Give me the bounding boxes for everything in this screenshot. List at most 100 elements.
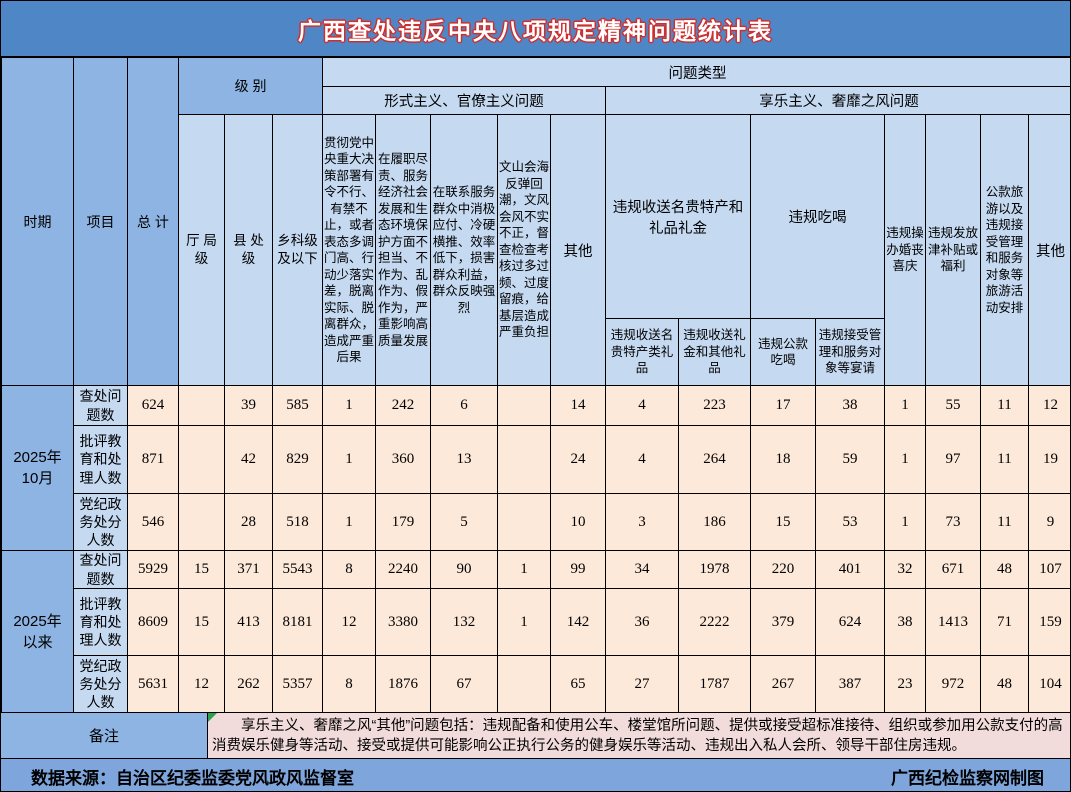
value-cell: 5	[430, 493, 499, 551]
value-cell: 27	[605, 655, 680, 713]
col-header-formalism-1: 贯彻党中央重大决策部署有令不行、有禁不止，或者表态多调门高、行动少落实差，脱离实…	[322, 114, 377, 386]
period-cell: 2025年 10月	[1, 385, 74, 551]
col-header-hedonism-other: 其他	[1028, 114, 1070, 386]
value-cell: 99	[550, 550, 607, 589]
value-cell: 3380	[375, 588, 432, 656]
value-cell: 5929	[127, 550, 179, 589]
item-cell: 批评教育和处理人数	[73, 425, 128, 494]
remark-body: 享乐主义、奢靡之风“其他”问题包括：违规配备和使用公车、楼堂馆所问题、提供或接受…	[208, 713, 1070, 758]
value-cell	[497, 425, 552, 494]
value-cell: 1	[884, 425, 927, 494]
col-header-gifts-specialty: 违规收送名贵特产类礼品	[605, 318, 680, 386]
value-cell: 48	[980, 550, 1030, 589]
value-cell: 220	[750, 550, 817, 589]
value-cell: 1787	[678, 655, 752, 713]
col-header-formalism-other: 其他	[550, 114, 607, 386]
value-cell: 59	[815, 425, 886, 494]
table-row: 2025年 以来 查处问题数 5929 15 371 5543 8 2240 9…	[1, 550, 1070, 713]
value-cell: 5543	[271, 550, 324, 589]
header-row-4: 违规收送名贵特产类礼品 违规收送礼金和其他礼品 违规公款吃喝 违规接受管理和服务…	[2, 318, 1071, 386]
value-cell: 97	[925, 425, 982, 494]
value-cell: 12	[1028, 385, 1070, 426]
value-cell: 104	[1028, 655, 1070, 713]
col-header-formalism-4: 文山会海反弹回潮，文风会风不实不正，督查检查考核过多过频、过度留痕，给基层造成严…	[497, 114, 552, 386]
value-cell: 671	[925, 550, 982, 589]
value-cell: 360	[375, 425, 432, 494]
value-cell: 242	[375, 385, 432, 426]
value-cell: 12	[178, 655, 225, 713]
value-cell: 413	[224, 588, 273, 656]
item-cell: 查处问题数	[73, 550, 128, 589]
value-cell: 67	[430, 655, 499, 713]
item-cell: 批评教育和处理人数	[73, 588, 128, 656]
value-cell: 262	[224, 655, 273, 713]
value-cell: 1	[322, 385, 377, 426]
value-cell: 107	[1028, 550, 1070, 589]
value-cell: 624	[815, 588, 886, 656]
group-header-formalism: 形式主义、官僚主义问题	[322, 86, 607, 115]
value-cell: 8181	[271, 588, 324, 656]
value-cell: 23	[884, 655, 927, 713]
col-header-dining-banquets: 违规接受管理和服务对象等宴请	[815, 318, 886, 386]
value-cell: 1	[322, 425, 377, 494]
value-cell: 401	[815, 550, 886, 589]
value-cell: 90	[430, 550, 499, 589]
col-header-allowances: 违规发放津补贴或福利	[925, 114, 982, 386]
credit-text: 广西纪检监察网制图	[891, 768, 1044, 788]
col-header-level-3: 乡科级及以下	[271, 114, 324, 386]
value-cell: 55	[925, 385, 982, 426]
value-cell: 1413	[925, 588, 982, 656]
col-header-formalism-3: 在联系服务群众中消极应付、冷硬横推、效率低下，损害群众利益，群众反映强烈	[430, 114, 499, 386]
group-header-hedonism: 享乐主义、奢靡之风问题	[605, 86, 1070, 115]
col-header-formalism-2: 在履职尽责、服务经济社会发展和生态环境保护方面不担当、不作为、乱作为、假作为，严…	[375, 114, 432, 386]
header-row-3: 厅 局 级 县 处 级 乡科级及以下 贯彻党中央重大决策部署有令不行、有禁不止，…	[2, 114, 1070, 386]
table-row: 批评教育和处理人数 871 42 829 1 360 13 24 4 264 1…	[2, 425, 1070, 494]
value-cell: 36	[605, 588, 680, 656]
value-cell: 159	[1028, 588, 1070, 656]
value-cell: 1876	[375, 655, 432, 713]
col-header-period: 时期	[1, 57, 74, 386]
value-cell: 11	[980, 385, 1030, 426]
value-cell: 15	[750, 493, 817, 551]
item-cell: 查处问题数	[73, 385, 128, 426]
value-cell: 28	[224, 493, 273, 551]
remark-row: 备注 享乐主义、奢靡之风“其他”问题包括：违规配备和使用公车、楼堂馆所问题、提供…	[1, 713, 1070, 758]
value-cell: 32	[884, 550, 927, 589]
col-header-item: 项目	[73, 57, 128, 386]
value-cell: 12	[322, 588, 377, 656]
remark-label: 备注	[1, 713, 208, 758]
period-cell: 2025年 以来	[1, 550, 74, 713]
value-cell: 39	[224, 385, 273, 426]
value-cell	[497, 385, 552, 426]
value-cell: 8	[322, 655, 377, 713]
value-cell: 8609	[127, 588, 179, 656]
value-cell: 48	[980, 655, 1030, 713]
value-cell: 267	[750, 655, 817, 713]
value-cell: 10	[550, 493, 607, 551]
value-cell: 4	[605, 425, 680, 494]
value-cell	[178, 385, 225, 426]
value-cell: 15	[178, 550, 225, 589]
title-bar: 广西查处违反中央八项规定精神问题统计表	[1, 1, 1070, 57]
group-header-level: 级 别	[177, 57, 324, 115]
value-cell: 18	[750, 425, 817, 494]
value-cell: 11	[980, 425, 1030, 494]
value-cell: 65	[550, 655, 607, 713]
value-cell: 179	[375, 493, 432, 551]
value-cell: 53	[815, 493, 886, 551]
table-row: 批评教育和处理人数 8609 15 413 8181 12 3380 132 1…	[2, 588, 1070, 656]
page-title: 广西查处违反中央八项规定精神问题统计表	[298, 17, 773, 44]
value-cell: 3	[605, 493, 680, 551]
col-header-total: 总 计	[127, 57, 179, 386]
value-cell: 1	[884, 385, 927, 426]
value-cell: 34	[605, 550, 680, 589]
value-cell: 223	[678, 385, 752, 426]
table-row: 党纪政务处分人数 5631 12 262 5357 8 1876 67 65 2…	[2, 655, 1070, 713]
footer-bar: 数据来源：自治区纪委监委党风政风监督室 广西纪检监察网制图	[1, 758, 1070, 791]
value-cell	[178, 493, 225, 551]
remark-text: 享乐主义、奢靡之风“其他”问题包括：违规配备和使用公车、楼堂馆所问题、提供或接受…	[212, 717, 1063, 754]
value-cell: 5357	[271, 655, 324, 713]
value-cell: 15	[178, 588, 225, 656]
group-header-gifts: 违规收送名贵特产和礼品礼金	[605, 114, 752, 319]
